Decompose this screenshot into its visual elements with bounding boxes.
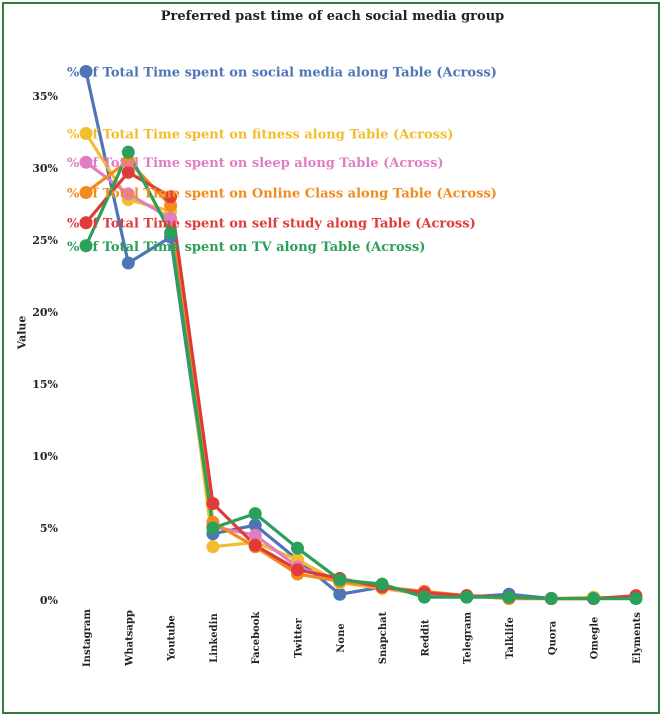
series-label: % of Total Time spent on self study alon… [67, 217, 476, 232]
x-tick-label: Instagram [82, 609, 93, 667]
y-tick-label: 0% [40, 594, 59, 607]
x-tick-label: Whatsapp [124, 610, 135, 667]
x-tick-label: Omegle [590, 617, 601, 660]
x-tick-label: Quora [547, 620, 558, 655]
data-point [121, 187, 135, 201]
data-point [121, 165, 135, 179]
data-point [164, 211, 178, 225]
series-label: % of Total Time spent on sleep along Tab… [67, 156, 444, 171]
x-tick-label: Linkedin [209, 613, 220, 663]
series-line-5 [84, 150, 636, 601]
x-tick-label: Elyments [632, 612, 643, 664]
y-tick-label: 10% [32, 450, 58, 463]
data-point [460, 590, 474, 604]
data-point [79, 185, 93, 199]
data-point [79, 216, 93, 230]
series-label: % of Total Time spent on TV along Table … [67, 240, 425, 255]
x-tick-label: Facebook [251, 611, 262, 665]
x-tick-label: Reddit [420, 619, 431, 656]
y-axis-ticks: 0% 5% 10% 15% 20% 25% 30% 35% [32, 90, 58, 607]
x-tick-label: Twitter [294, 617, 305, 657]
data-point [333, 573, 347, 587]
data-point [121, 256, 135, 270]
data-point [206, 497, 220, 511]
data-point [121, 145, 135, 159]
series-label: % of Total Time spent on Online Class al… [67, 186, 497, 201]
data-point [164, 226, 178, 240]
data-point [291, 563, 304, 577]
x-tick-label: Talklife [505, 617, 516, 659]
data-point [502, 590, 516, 604]
data-point [248, 507, 262, 521]
x-tick-label: Snapchat [378, 611, 389, 664]
y-tick-label: 15% [32, 378, 58, 391]
y-tick-label: 30% [32, 162, 58, 175]
data-point [164, 190, 178, 204]
series-points [79, 65, 643, 606]
y-tick-label: 5% [40, 522, 59, 535]
y-tick-label: 25% [32, 234, 58, 247]
x-tick-label: None [336, 623, 347, 652]
series-label: % of Total Time spent on social media al… [67, 66, 497, 81]
data-point [375, 577, 389, 591]
data-point [206, 540, 220, 554]
x-tick-label: Telegram [463, 612, 474, 665]
y-tick-label: 20% [32, 306, 58, 319]
chart-title: Preferred past time of each social media… [160, 9, 505, 24]
x-tick-label: Youtube [167, 615, 178, 661]
series-label: % of Total Time spent on fitness along T… [67, 127, 453, 142]
data-point [629, 592, 643, 606]
y-tick-label: 35% [32, 90, 58, 103]
data-point [544, 592, 558, 606]
data-point [248, 518, 262, 532]
series-lines [84, 71, 637, 601]
series-line-0 [84, 71, 636, 601]
data-point [79, 155, 93, 169]
data-point [248, 538, 262, 552]
data-point [333, 587, 347, 601]
x-axis-categories: Instagram Whatsapp Youtube Linkedin Facebook… [82, 609, 643, 667]
data-point [79, 239, 93, 253]
data-point [587, 592, 601, 606]
data-point [79, 65, 93, 79]
data-point [291, 541, 304, 555]
series-labels: % of Total Time spent on social media al… [67, 66, 497, 255]
data-point [248, 528, 262, 542]
data-point [79, 126, 93, 140]
data-point [417, 590, 431, 604]
data-point [206, 521, 220, 535]
